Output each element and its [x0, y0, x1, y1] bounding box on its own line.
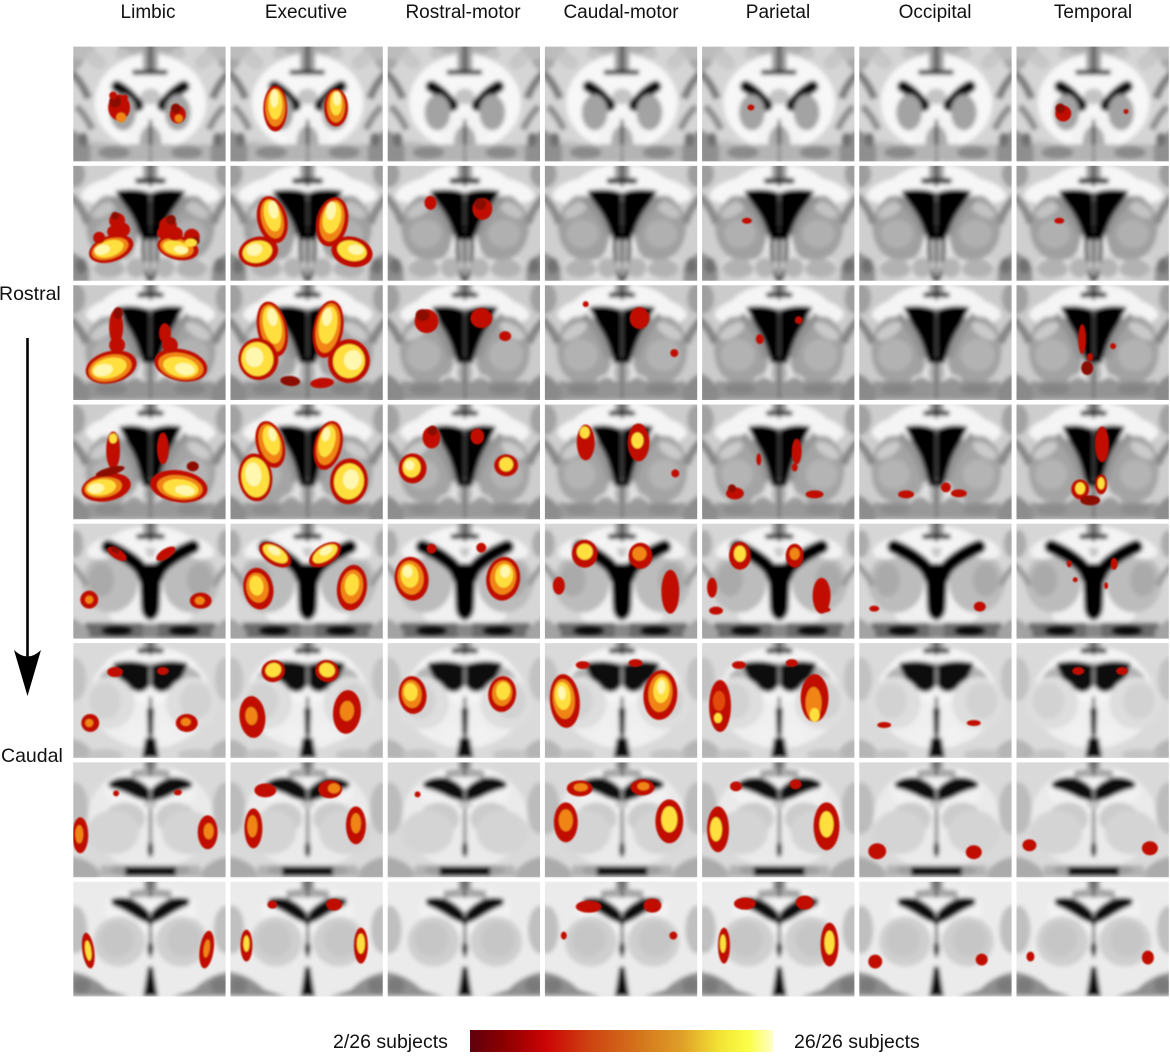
svg-text:26/26 subjects: 26/26 subjects: [794, 1031, 920, 1053]
svg-text:Executive: Executive: [265, 2, 347, 23]
svg-text:Caudal: Caudal: [1, 745, 63, 767]
svg-text:Parietal: Parietal: [746, 2, 810, 23]
svg-text:Caudal-motor: Caudal-motor: [563, 2, 679, 23]
svg-text:Occipital: Occipital: [899, 2, 972, 23]
svg-text:2/26 subjects: 2/26 subjects: [333, 1031, 448, 1053]
svg-text:Limbic: Limbic: [121, 2, 176, 23]
svg-text:Rostral: Rostral: [0, 283, 61, 305]
svg-text:Temporal: Temporal: [1054, 2, 1132, 23]
svg-text:Rostral-motor: Rostral-motor: [405, 2, 521, 23]
